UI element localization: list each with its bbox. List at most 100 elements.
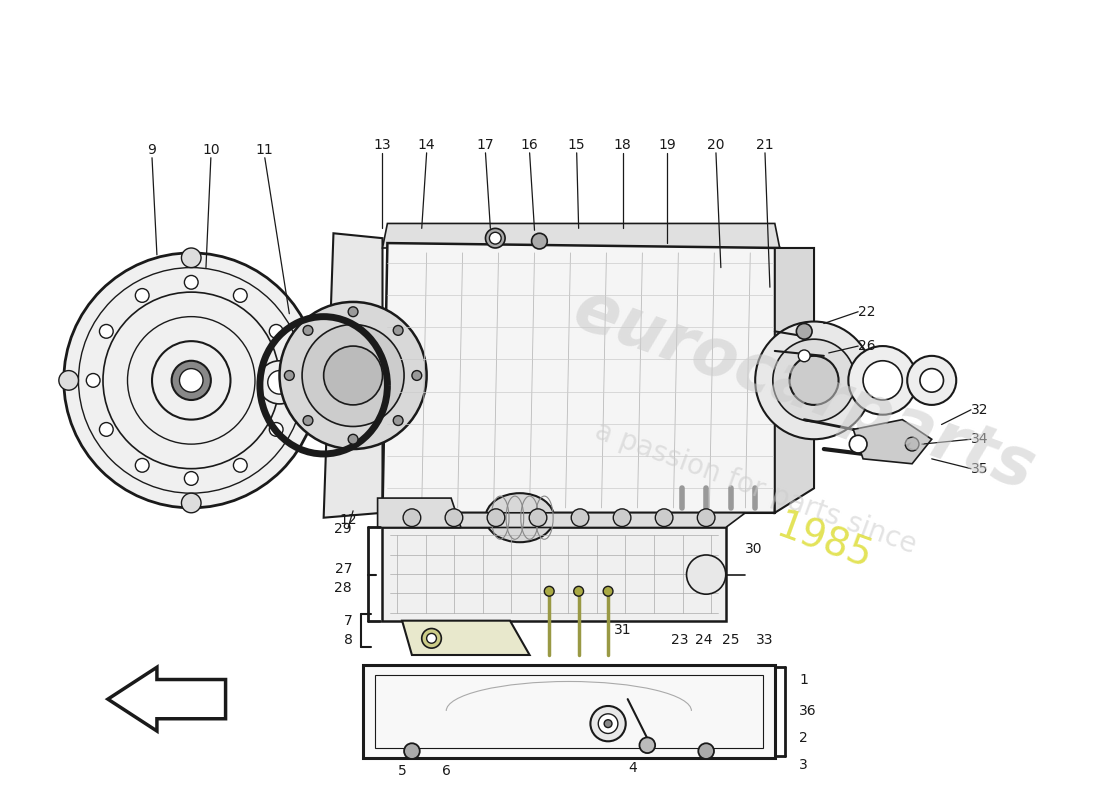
Circle shape [796,323,812,339]
Text: 20: 20 [707,138,725,152]
Circle shape [604,720,612,727]
Polygon shape [774,248,814,513]
Circle shape [799,350,810,362]
Text: 4: 4 [628,761,637,774]
Circle shape [490,232,502,244]
Circle shape [404,743,420,759]
Text: 8: 8 [343,634,353,647]
Circle shape [349,307,358,317]
Circle shape [285,370,294,380]
Circle shape [421,629,441,648]
Circle shape [182,248,201,267]
Text: 18: 18 [614,138,631,152]
Circle shape [574,586,584,596]
Text: 29: 29 [334,522,352,537]
Text: 9: 9 [147,143,156,157]
Circle shape [270,422,283,436]
Polygon shape [383,243,780,513]
Circle shape [279,302,427,449]
Text: 36: 36 [800,704,817,718]
Polygon shape [363,665,774,758]
Circle shape [86,374,100,387]
Text: 25: 25 [722,634,739,647]
Circle shape [908,356,956,405]
Text: 19: 19 [658,138,675,152]
Circle shape [427,634,437,643]
Text: 10: 10 [202,143,220,157]
Circle shape [304,326,312,335]
Circle shape [172,361,211,400]
Circle shape [283,374,296,387]
Circle shape [185,275,198,289]
Text: 1: 1 [800,673,808,686]
Text: 23: 23 [671,634,689,647]
Text: 33: 33 [756,634,773,647]
Text: 32: 32 [971,403,989,417]
Text: 5: 5 [398,764,407,778]
Circle shape [790,356,838,405]
Circle shape [304,416,312,426]
Circle shape [571,509,588,526]
Text: 22: 22 [858,305,876,318]
Text: 34: 34 [971,432,989,446]
Circle shape [99,325,113,338]
Text: 31: 31 [614,623,631,638]
Circle shape [591,706,626,742]
Text: 17: 17 [476,138,494,152]
Circle shape [848,346,917,414]
Circle shape [99,422,113,436]
Text: 14: 14 [418,138,436,152]
Circle shape [598,714,618,734]
Circle shape [697,509,715,526]
Circle shape [411,370,421,380]
Text: 26: 26 [858,339,876,353]
Circle shape [323,346,383,405]
Circle shape [304,370,323,390]
Text: 15: 15 [568,138,585,152]
Circle shape [686,555,726,594]
Text: 16: 16 [520,138,539,152]
Circle shape [270,325,283,338]
Text: 30: 30 [746,542,763,556]
Circle shape [614,509,631,526]
Text: eurocarparts: eurocarparts [564,276,1044,504]
Circle shape [182,493,201,513]
Polygon shape [377,498,461,527]
Circle shape [393,326,403,335]
Circle shape [179,369,204,392]
Circle shape [267,370,292,394]
Polygon shape [383,513,746,527]
Circle shape [393,416,403,426]
Text: 24: 24 [695,634,713,647]
Circle shape [603,586,613,596]
Circle shape [349,434,358,444]
Circle shape [529,509,547,526]
Circle shape [233,458,248,472]
Circle shape [656,509,673,526]
Text: 6: 6 [442,764,451,778]
Text: 3: 3 [800,758,808,772]
Polygon shape [403,621,529,655]
Circle shape [905,438,918,451]
Circle shape [302,325,404,426]
Circle shape [756,322,873,439]
Circle shape [773,339,855,422]
Text: 21: 21 [756,138,773,152]
Circle shape [446,509,463,526]
Circle shape [849,435,867,453]
FancyArrow shape [108,667,226,731]
Circle shape [233,289,248,302]
Text: 35: 35 [971,462,989,476]
Text: 7: 7 [344,614,352,628]
Text: 13: 13 [374,138,392,152]
Polygon shape [383,527,726,621]
Circle shape [485,228,505,248]
Circle shape [403,509,420,526]
Text: 12: 12 [340,513,358,526]
Polygon shape [383,223,780,248]
Polygon shape [854,420,932,464]
Circle shape [531,234,548,249]
Circle shape [64,253,319,508]
Circle shape [185,471,198,486]
Circle shape [639,738,656,753]
